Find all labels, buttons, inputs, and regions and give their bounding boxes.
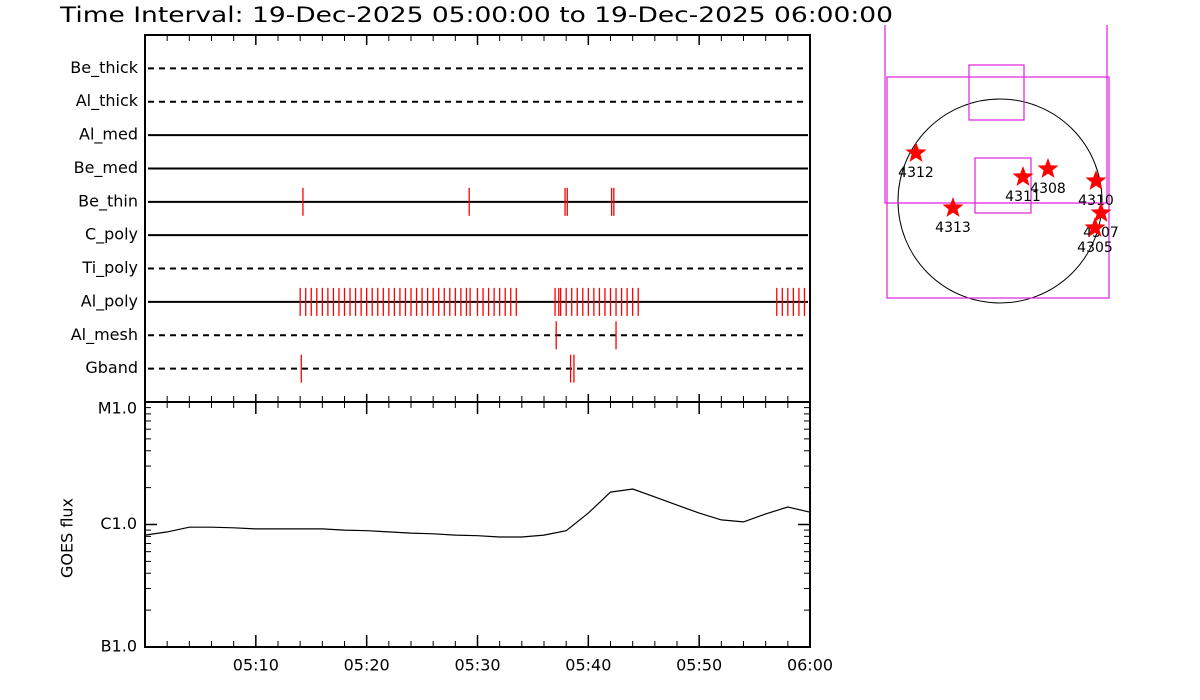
x-tick-label: 05:30	[454, 656, 500, 675]
y-tick-label: M1.0	[98, 399, 137, 418]
row-label: Al_poly	[81, 291, 138, 311]
y-axis-label: GOES flux	[58, 498, 77, 578]
ar-label: 4312	[898, 165, 934, 181]
fov-box	[886, 76, 1110, 299]
x-tick-label: 05:50	[676, 656, 722, 675]
goes-curve	[144, 488, 811, 538]
ar-star	[1012, 166, 1034, 186]
y-tick-label: C1.0	[100, 514, 137, 533]
ar-star	[905, 142, 927, 162]
x-tick-label: 05:20	[344, 656, 390, 675]
row-label: Al_mesh	[71, 325, 138, 345]
row-label: C_poly	[85, 225, 138, 245]
row-label: Gband	[85, 358, 138, 377]
y-tick-label: B1.0	[101, 637, 137, 656]
ar-star	[942, 197, 964, 217]
ar-label: 4310	[1078, 193, 1114, 209]
x-tick-label: 05:10	[233, 656, 279, 675]
row-label: Al_med	[79, 125, 138, 145]
x-tick-label: 06:00	[787, 656, 833, 675]
ar-star	[1037, 158, 1059, 178]
title: Time Interval: 19-Dec-2025 05:00:00 to 1…	[59, 3, 893, 27]
solar-disk	[897, 98, 1103, 304]
ar-star	[1090, 202, 1112, 222]
ar-star	[1085, 170, 1107, 190]
ar-label: 4313	[935, 220, 971, 236]
ar-label: 4311	[1005, 189, 1041, 205]
row-label: Ti_poly	[81, 258, 138, 278]
ar-label: 4308	[1030, 181, 1066, 197]
ar-star	[1084, 217, 1106, 237]
fov-box	[974, 157, 1032, 214]
fov-box	[884, 25, 1108, 204]
ar-label: 4305	[1077, 240, 1113, 256]
x-tick-label: 05:40	[565, 656, 611, 675]
solar-map	[884, 25, 1110, 304]
row-label: Be_thin	[78, 191, 138, 211]
fov-box	[968, 64, 1025, 121]
row-label: Be_thick	[70, 58, 138, 78]
row-label: Be_med	[74, 158, 138, 178]
row-label: Al_thick	[76, 91, 139, 111]
